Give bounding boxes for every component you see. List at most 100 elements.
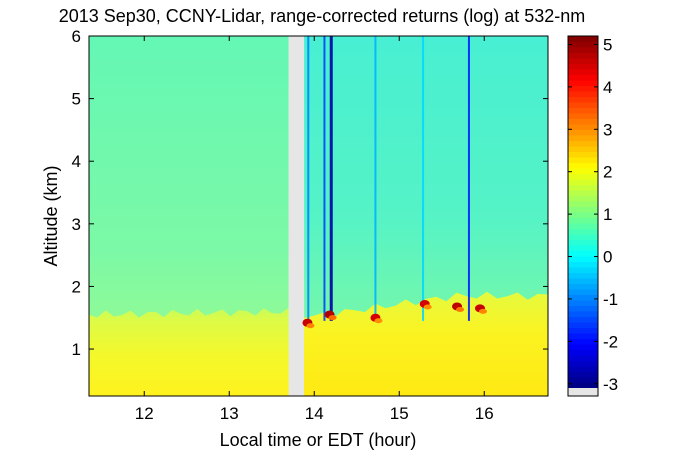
colorbar-swatch bbox=[568, 250, 598, 257]
colorbar-tick-label: -3 bbox=[603, 375, 618, 394]
colorbar-swatch bbox=[568, 256, 598, 262]
colorbar-swatch bbox=[568, 382, 598, 389]
colorbar-swatch bbox=[568, 179, 598, 185]
colorbar-swatch bbox=[568, 173, 598, 180]
colorbar-swatch bbox=[568, 305, 598, 312]
colorbar-swatch bbox=[568, 316, 598, 323]
colorbar-swatch bbox=[568, 272, 598, 279]
cloud-spot-halo bbox=[479, 308, 487, 314]
colorbar-swatch bbox=[568, 91, 598, 97]
x-axis-label: Local time or EDT (hour) bbox=[220, 430, 417, 450]
colorbar-swatch bbox=[568, 129, 598, 136]
boundary-layer-0 bbox=[89, 307, 289, 396]
colorbar-swatch bbox=[568, 52, 598, 59]
colorbar-swatch bbox=[568, 195, 598, 202]
colorbar-tick-label: 5 bbox=[603, 35, 612, 54]
colorbar-swatch bbox=[568, 140, 598, 147]
colorbar-swatch bbox=[568, 327, 598, 334]
colorbar-tick-label: 1 bbox=[603, 205, 612, 224]
signal-streak bbox=[329, 36, 333, 321]
colorbar-swatch bbox=[568, 157, 598, 163]
signal-streak bbox=[307, 36, 310, 321]
colorbar-swatch bbox=[568, 283, 598, 290]
y-axis-label: Altitude (km) bbox=[41, 165, 61, 266]
colorbar-swatch bbox=[568, 63, 598, 70]
colorbar-swatch bbox=[568, 212, 598, 218]
colorbar-swatch bbox=[568, 58, 598, 64]
colorbar-tick-label: 2 bbox=[603, 163, 612, 182]
colorbar-swatch bbox=[568, 360, 598, 367]
chart-title: 2013 Sep30, CCNY-Lidar, range-corrected … bbox=[59, 6, 586, 26]
colorbar-swatch bbox=[568, 355, 598, 361]
colorbar-swatch bbox=[568, 41, 598, 48]
colorbar-tick-label: 0 bbox=[603, 248, 612, 267]
colorbar-swatch bbox=[568, 333, 598, 339]
y-tick-label: 5 bbox=[72, 90, 81, 109]
plot-frame bbox=[88, 35, 549, 397]
colorbar-swatch bbox=[568, 267, 598, 273]
colorbar-swatch bbox=[568, 124, 598, 130]
colorbar-swatch bbox=[568, 135, 598, 141]
colorbar-swatch bbox=[568, 107, 598, 114]
colorbar-swatch bbox=[568, 239, 598, 246]
colorbar-swatch bbox=[568, 162, 598, 169]
colorbar-swatch bbox=[568, 69, 598, 75]
colorbar-swatch bbox=[568, 338, 598, 345]
colorbar-swatch bbox=[568, 47, 598, 53]
colorbar-swatch bbox=[568, 217, 598, 224]
colorbar-swatch bbox=[568, 36, 598, 42]
colorbar-swatch bbox=[568, 201, 598, 207]
colorbar-swatch bbox=[568, 102, 598, 108]
colorbar-tick-label: 3 bbox=[603, 120, 612, 139]
x-tick-label: 15 bbox=[390, 404, 409, 423]
heatmap-plot-area bbox=[89, 36, 548, 396]
colorbar-swatch bbox=[568, 206, 598, 213]
colorbar-swatch bbox=[568, 228, 598, 235]
signal-streak bbox=[422, 36, 425, 321]
colorbar-swatch bbox=[568, 311, 598, 317]
colorbar-swatch bbox=[568, 278, 598, 284]
signal-streak bbox=[323, 36, 326, 321]
y-tick-label: 4 bbox=[72, 152, 81, 171]
x-tick-label: 16 bbox=[475, 404, 494, 423]
colorbar-swatch bbox=[568, 322, 598, 328]
colorbar-swatch bbox=[568, 168, 598, 174]
colorbar-tick-label: -1 bbox=[603, 290, 618, 309]
colorbar-swatch bbox=[568, 118, 598, 125]
colorbar-swatch bbox=[568, 349, 598, 356]
x-tick-label: 14 bbox=[305, 404, 324, 423]
x-tick-label: 13 bbox=[220, 404, 239, 423]
colorbar-swatch bbox=[568, 344, 598, 350]
boundary-layer-1 bbox=[304, 291, 548, 396]
colorbar-tick-label: 4 bbox=[603, 78, 612, 97]
no-data-gap bbox=[288, 36, 305, 396]
colorbar-swatch bbox=[568, 234, 598, 240]
cloud-spot-halo bbox=[328, 315, 337, 321]
cloud-spot-halo bbox=[306, 323, 315, 329]
colorbar-swatch bbox=[568, 85, 598, 92]
signal-streak bbox=[374, 36, 377, 321]
colorbar-swatch bbox=[568, 96, 598, 103]
y-tick-label: 6 bbox=[72, 27, 81, 46]
y-tick-label: 3 bbox=[72, 215, 81, 234]
colorbar-swatch bbox=[568, 146, 598, 152]
colorbar-tick-label: -2 bbox=[603, 332, 618, 351]
colorbar-swatch bbox=[568, 74, 598, 81]
colorbar-swatch bbox=[568, 151, 598, 158]
colorbar-swatch bbox=[568, 184, 598, 191]
colorbar-swatch bbox=[568, 294, 598, 301]
colorbar-nodata-swatch bbox=[568, 388, 598, 396]
cloud-spot-halo bbox=[423, 304, 432, 310]
colorbar-swatch bbox=[568, 80, 598, 86]
colorbar-swatch bbox=[568, 223, 598, 229]
x-tick-label: 12 bbox=[135, 404, 154, 423]
colorbar: -3 -2 -1 0 1 2 3 4 5 bbox=[567, 35, 618, 397]
colorbar-swatch bbox=[568, 113, 598, 119]
colorbar-frame bbox=[567, 35, 599, 397]
colorbar-swatch bbox=[568, 366, 598, 372]
colorbar-swatch bbox=[568, 377, 598, 383]
y-tick-label: 1 bbox=[72, 340, 81, 359]
y-tick-label: 2 bbox=[72, 277, 81, 296]
colorbar-swatch bbox=[568, 289, 598, 295]
